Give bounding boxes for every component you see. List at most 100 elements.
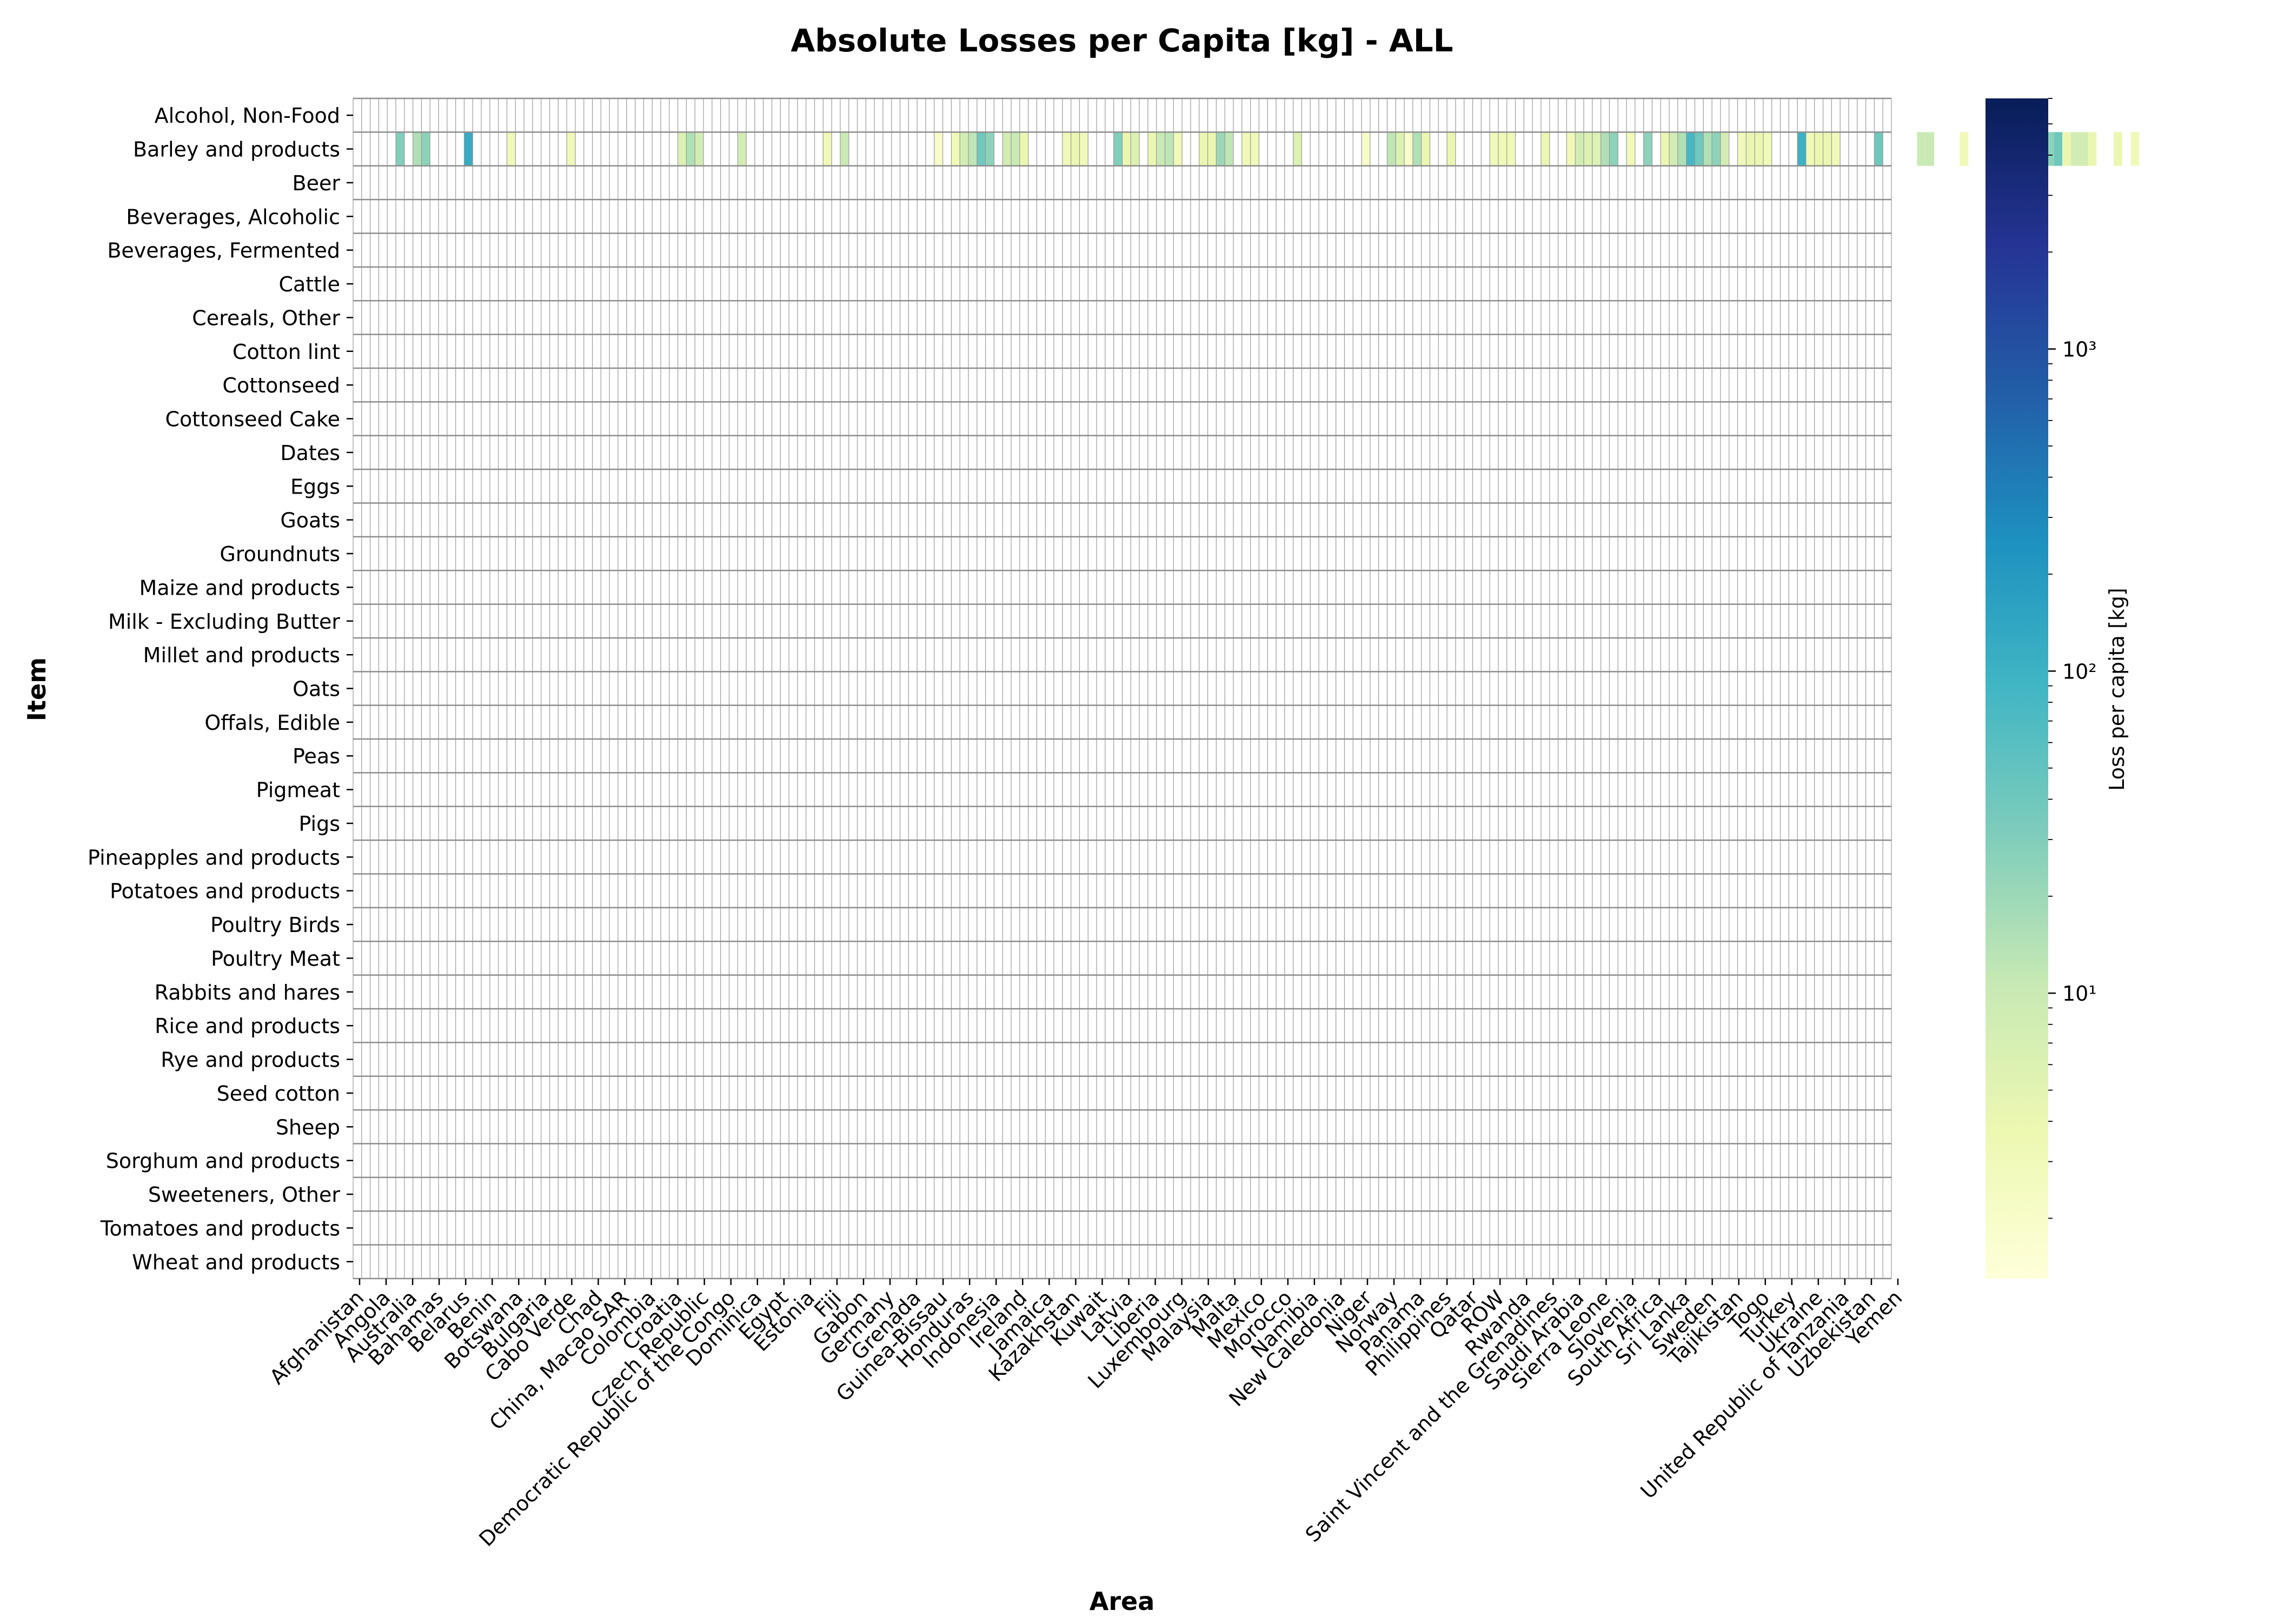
y-tick-label: Wheat and products bbox=[132, 1250, 340, 1274]
heatmap-cell bbox=[1412, 132, 1422, 166]
heatmap-cell bbox=[1712, 132, 1721, 166]
heatmap-cell bbox=[1661, 132, 1670, 166]
colorbar-label: Loss per capita [kg] bbox=[2105, 588, 2129, 791]
y-tick-label: Sheep bbox=[276, 1115, 340, 1139]
y-tick-label: Tomatoes and products bbox=[100, 1216, 340, 1240]
heatmap-cell bbox=[1113, 132, 1123, 166]
heatmap-cell bbox=[686, 132, 695, 166]
heatmap-cell bbox=[1079, 132, 1088, 166]
heatmap-cell bbox=[1396, 132, 1405, 166]
y-tick-label: Pineapples and products bbox=[88, 846, 340, 869]
y-tick-label: Alcohol, Non-Food bbox=[155, 104, 340, 128]
heatmap-cell bbox=[678, 132, 687, 166]
heatmap-cell bbox=[1814, 132, 1823, 166]
heatmap-cell bbox=[840, 132, 849, 166]
heatmap-cell bbox=[1737, 132, 1747, 166]
heatmap-cell bbox=[934, 132, 943, 166]
y-tick-label: Beverages, Fermented bbox=[107, 239, 340, 263]
heatmap-cell bbox=[1498, 132, 1507, 166]
x-tick-labels: AfghanistanAngolaAustraliaBahamasBelarus… bbox=[265, 1279, 1907, 1551]
colorbar-ticks: 10¹ 10² 10³ bbox=[2048, 98, 2097, 1219]
y-tick-label: Cottonseed Cake bbox=[165, 408, 340, 431]
heatmap-cell bbox=[2130, 132, 2140, 166]
heatmap-cell bbox=[2113, 132, 2122, 166]
heatmap-cell bbox=[1601, 132, 1610, 166]
y-tick-label: Pigmeat bbox=[256, 778, 340, 802]
heatmap-cell bbox=[1584, 132, 1592, 166]
heatmap-cell bbox=[1917, 132, 1926, 166]
y-tick-label: Cattle bbox=[278, 272, 340, 296]
heatmap-cell bbox=[695, 132, 704, 166]
colorbar: 10¹ 10² 10³ Loss per capita [kg] bbox=[1986, 98, 2129, 1279]
heatmap-cell bbox=[1447, 132, 1456, 166]
chart-title: Absolute Losses per Capita [kg] - ALL bbox=[791, 22, 1453, 59]
heatmap-cell bbox=[1250, 132, 1259, 166]
y-tick-label: Offals, Edible bbox=[204, 711, 340, 735]
y-tick-label: Cottonseed bbox=[222, 374, 340, 397]
colorbar-tick-label: 10¹ bbox=[2062, 982, 2097, 1006]
heatmap-cell bbox=[2062, 132, 2071, 166]
y-tick-label: Sweeteners, Other bbox=[148, 1183, 341, 1207]
heatmap-cell bbox=[1755, 132, 1763, 166]
heatmap-cell bbox=[1703, 132, 1712, 166]
heatmap-cell bbox=[1293, 132, 1302, 166]
heatmap-cell bbox=[1216, 132, 1225, 166]
y-tick-label: Millet and products bbox=[143, 643, 340, 667]
heatmap-cell bbox=[960, 132, 968, 166]
heatmap-cell bbox=[951, 132, 960, 166]
y-tick-label: Eggs bbox=[290, 475, 340, 498]
heatmap-cell bbox=[1156, 132, 1165, 166]
y-tick-label: Cotton lint bbox=[233, 340, 340, 364]
heatmap-cell bbox=[1677, 132, 1686, 166]
heatmap-cell bbox=[567, 132, 575, 166]
heatmap-cell bbox=[1506, 132, 1516, 166]
x-axis-label: Area bbox=[1090, 1587, 1155, 1616]
heatmap-cell bbox=[1362, 132, 1370, 166]
heatmap-cell bbox=[1540, 132, 1550, 166]
heatmap-cell bbox=[1686, 132, 1695, 166]
heatmap-cell bbox=[1669, 132, 1678, 166]
y-tick-label: Cereals, Other bbox=[192, 306, 340, 330]
y-tick-label: Rye and products bbox=[161, 1048, 340, 1072]
y-tick-label: Potatoes and products bbox=[110, 880, 340, 903]
heatmap-cell bbox=[2079, 132, 2088, 166]
y-tick-labels: Alcohol, Non-Food Barley and products Beer… bbox=[88, 104, 353, 1274]
heatmap-cell bbox=[1566, 132, 1576, 166]
heatmap-cell bbox=[421, 132, 430, 166]
heatmap-cell bbox=[1960, 132, 1969, 166]
heatmap-cell bbox=[1695, 132, 1704, 166]
colorbar-tick-label: 10² bbox=[2062, 660, 2097, 683]
heatmap-cell bbox=[1831, 132, 1841, 166]
y-tick-label: Oats bbox=[293, 677, 340, 701]
heatmap-cell bbox=[1720, 132, 1729, 166]
heatmap-cell bbox=[1421, 132, 1430, 166]
heatmap-cell bbox=[464, 132, 473, 166]
heatmap-cell bbox=[985, 132, 994, 166]
y-tick-label: Milk - Excluding Butter bbox=[108, 610, 340, 634]
heatmap-cell bbox=[977, 132, 986, 166]
heatmap-cell bbox=[1062, 132, 1071, 166]
heatmap-cell bbox=[2070, 132, 2080, 166]
y-tick-label: Beer bbox=[293, 171, 341, 195]
heatmap-cell bbox=[1071, 132, 1080, 166]
heatmap-cell bbox=[1874, 132, 1883, 166]
heatmap-cell bbox=[1002, 132, 1012, 166]
y-tick-label: Beverages, Alcoholic bbox=[126, 205, 340, 229]
heatmap-cell bbox=[1131, 132, 1140, 166]
heatmap-cell bbox=[1165, 132, 1174, 166]
heatmap-cell bbox=[1122, 132, 1131, 166]
heatmap-cell bbox=[1011, 132, 1020, 166]
heatmap-cell bbox=[1823, 132, 1832, 166]
heatmap-cell bbox=[1387, 132, 1396, 166]
y-tick-label: Poultry Birds bbox=[210, 913, 340, 937]
y-axis-label: Item bbox=[22, 657, 51, 721]
heatmap-cell bbox=[396, 132, 404, 166]
heatmap-cell bbox=[1404, 132, 1413, 166]
heatmap-cell bbox=[968, 132, 977, 166]
y-tick-label: Poultry Meat bbox=[211, 947, 340, 970]
y-tick-label: Sorghum and products bbox=[106, 1149, 340, 1173]
heatmap-cell bbox=[1490, 132, 1498, 166]
y-tick-label: Rice and products bbox=[155, 1014, 340, 1038]
